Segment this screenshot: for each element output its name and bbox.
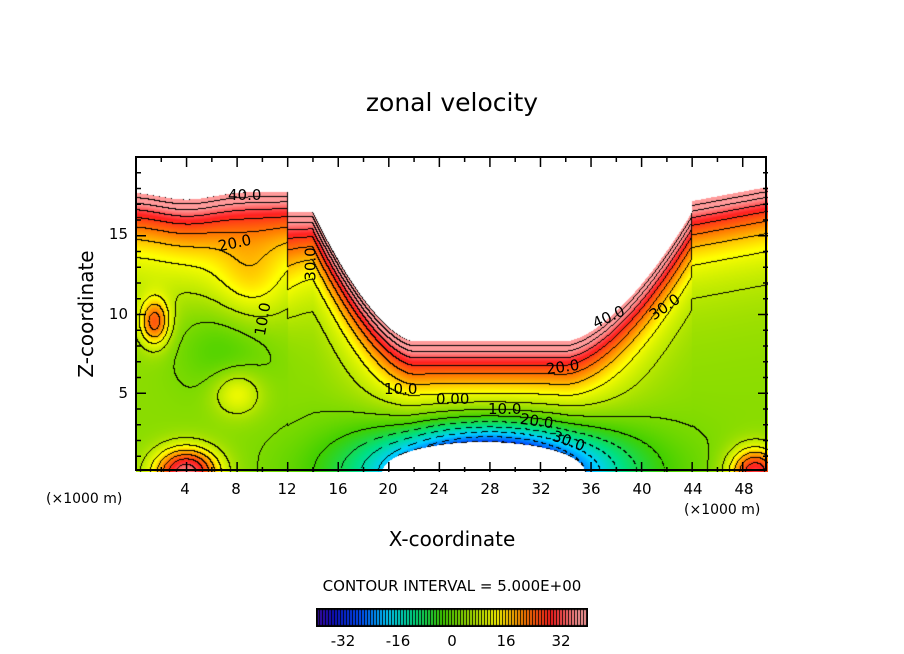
x-tick-label: 48 — [734, 480, 754, 498]
contour-label: 40.0 — [228, 186, 262, 204]
colorbar-tick-label: -16 — [385, 632, 411, 650]
colorbar-tick-label: 32 — [551, 632, 571, 650]
x-unit-label-left: (×1000 m) — [46, 491, 123, 507]
contour-label: 0.00 — [436, 390, 470, 408]
x-tick-label: 40 — [632, 480, 652, 498]
x-tick-label: 4 — [180, 480, 190, 498]
plot-frame — [135, 156, 767, 471]
y-tick-label: 15 — [108, 225, 128, 243]
x-tick-label: 32 — [531, 480, 551, 498]
y-tick-label: 5 — [118, 384, 128, 402]
x-tick-label: 8 — [231, 480, 241, 498]
x-tick-label: 16 — [328, 480, 348, 498]
x-tick-label: 36 — [581, 480, 601, 498]
colorbar — [316, 608, 588, 627]
x-tick-label: 20 — [378, 480, 398, 498]
x-tick-label: 44 — [683, 480, 703, 498]
x-unit-label-right: (×1000 m) — [684, 502, 761, 518]
chart-title: zonal velocity — [365, 88, 539, 117]
colorbar-tick-label: 0 — [447, 632, 457, 650]
x-axis-label: X-coordinate — [388, 527, 516, 551]
x-tick-label: 24 — [429, 480, 449, 498]
colorbar-tick-label: 16 — [496, 632, 516, 650]
contour-label: 30.0 — [301, 247, 320, 281]
contour-interval-text: CONTOUR INTERVAL = 5.000E+00 — [322, 577, 582, 595]
x-tick-label: 12 — [277, 480, 297, 498]
colorbar-tick-label: -32 — [330, 632, 356, 650]
x-tick-label: 28 — [480, 480, 500, 498]
contour-label: 10.0 — [488, 400, 522, 418]
contour-label: 10.0 — [384, 380, 418, 398]
y-axis-label: Z-coordinate — [74, 250, 98, 378]
contour-field — [136, 157, 768, 472]
y-tick-label: 10 — [108, 305, 128, 323]
